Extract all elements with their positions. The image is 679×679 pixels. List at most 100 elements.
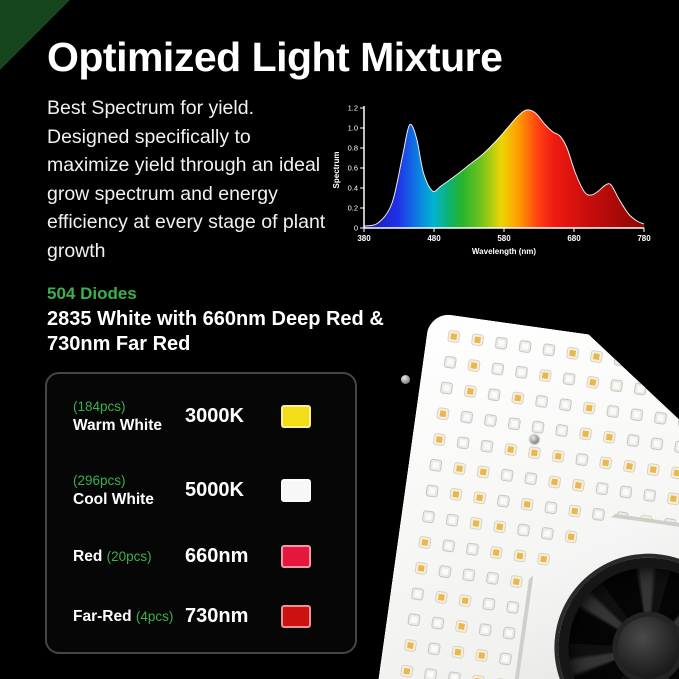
legend-swatch — [281, 405, 311, 428]
cool-led — [563, 373, 574, 384]
cool-led — [480, 624, 491, 635]
y-tick-label: 0.4 — [348, 184, 358, 193]
warm-led — [549, 476, 560, 487]
warm-led — [538, 554, 549, 565]
warm-led — [580, 428, 591, 439]
y-tick-label: 1.2 — [348, 104, 358, 113]
cool-led — [593, 509, 604, 520]
legend-name: Red (20pcs) — [73, 548, 152, 566]
cool-led — [638, 358, 649, 369]
warm-led — [476, 650, 487, 661]
warm-led — [472, 676, 483, 679]
warm-led — [668, 493, 679, 504]
legend-label: (184pcs) Warm White — [73, 398, 185, 435]
warm-led — [468, 360, 479, 371]
intro-text: Best Spectrum for yield. Designed specif… — [47, 97, 326, 262]
warm-led — [494, 521, 505, 532]
led-grid — [430, 312, 679, 358]
screw — [401, 375, 410, 384]
cool-led — [651, 438, 662, 449]
spectrum-curve — [363, 109, 645, 227]
cool-led — [425, 669, 436, 679]
warm-led — [511, 576, 522, 587]
warm-led — [604, 432, 615, 443]
y-axis-label: Spectrum — [332, 152, 341, 189]
legend-row: (296pcs) Cool White 5000K — [73, 472, 329, 509]
cool-led — [627, 435, 638, 446]
cool-led — [560, 399, 571, 410]
cool-led — [429, 643, 440, 654]
warm-led — [624, 461, 635, 472]
warm-led — [600, 457, 611, 468]
cool-led — [655, 412, 666, 423]
y-tick-label: 1.0 — [348, 124, 358, 133]
warm-led — [587, 377, 598, 388]
cool-led — [412, 588, 423, 599]
cool-led — [543, 344, 554, 355]
legend-pcs: (184pcs) — [73, 399, 126, 414]
cool-led — [525, 473, 536, 484]
cool-led — [644, 490, 655, 501]
warm-led — [591, 351, 602, 362]
warm-led — [567, 348, 578, 359]
cool-led — [443, 540, 454, 551]
warm-led — [658, 387, 669, 398]
cool-led — [576, 454, 587, 465]
legend-value: 660nm — [185, 545, 249, 568]
cool-led — [498, 495, 509, 506]
cool-led — [556, 425, 567, 436]
warm-led — [436, 592, 447, 603]
x-tick-label: 480 — [427, 234, 441, 243]
warm-led — [565, 531, 576, 542]
cool-led — [611, 380, 622, 391]
legend-value: 3000K — [185, 405, 244, 427]
legend-value: 5000K — [185, 478, 244, 501]
legend-value: 730nm — [185, 604, 249, 627]
cool-led — [445, 357, 456, 368]
warm-led — [491, 547, 502, 558]
y-tick-label: 0.6 — [348, 164, 358, 173]
warm-led — [584, 402, 595, 413]
chart-ticks: 380 480 580 680 780 0 0.2 0.4 0.6 0.8 1.0 1.2 — [348, 104, 652, 244]
cool-led — [631, 409, 642, 420]
diode-subtitle: 2835 White with 660nm Deep Red & 730nm F… — [47, 308, 384, 355]
cool-led — [503, 627, 514, 638]
warm-led — [405, 640, 416, 651]
cool-led — [500, 653, 511, 664]
fan-hub — [613, 613, 679, 679]
cool-led — [519, 341, 530, 352]
cool-led — [492, 363, 503, 374]
warm-led — [450, 489, 461, 500]
legend-swatch — [281, 478, 311, 502]
cool-led — [620, 486, 631, 497]
cool-led — [532, 422, 543, 433]
cool-led — [675, 442, 679, 453]
warm-led — [437, 408, 448, 419]
warm-led — [505, 444, 516, 455]
cool-led — [545, 502, 556, 513]
cool-led — [408, 614, 419, 625]
cool-led — [516, 367, 527, 378]
warm-led — [452, 647, 463, 658]
legend-label: Red (20pcs) — [73, 547, 185, 566]
spectrum-chart: 380 480 580 680 780 0 0.2 0.4 0.6 0.8 1.0 1.2 Wavel… — [330, 98, 666, 266]
warm-led — [671, 467, 679, 478]
cool-led — [509, 418, 520, 429]
legend-name: Far-Red (4pcs) — [73, 607, 174, 625]
legend-swatch — [281, 545, 311, 569]
screw — [530, 435, 539, 444]
warm-led — [416, 563, 427, 574]
page-title: Optimized Light Mixture — [47, 34, 503, 80]
cool-led — [467, 544, 478, 555]
warm-led — [470, 518, 481, 529]
cool-led — [432, 617, 443, 628]
cool-led — [596, 483, 607, 494]
warm-led — [454, 463, 465, 474]
warm-led — [474, 492, 485, 503]
legend-row: Red (20pcs) 660nm — [73, 545, 329, 569]
cool-led — [447, 514, 458, 525]
spectrum-plot: 380 480 580 680 780 0 0.2 0.4 0.6 0.8 1.0 1.2 Wavel… — [332, 104, 652, 257]
warm-led — [540, 370, 551, 381]
cool-led — [426, 485, 437, 496]
